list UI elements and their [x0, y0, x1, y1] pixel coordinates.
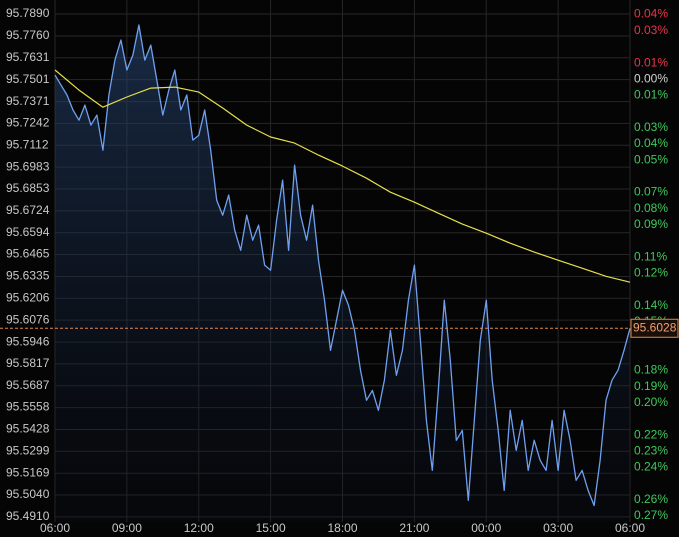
y-tick-label: 95.6206 [6, 290, 50, 304]
y-tick-label: 95.7371 [6, 94, 50, 108]
y2-tick-label: 0.03% [634, 120, 668, 134]
y-tick-label: 95.6594 [6, 225, 50, 239]
y2-tick-label: 0.00% [634, 71, 668, 85]
y2-tick-label: 0.05% [634, 152, 668, 166]
y-tick-label: 95.7112 [6, 137, 49, 151]
y2-tick-label: 0.09% [634, 217, 668, 231]
y2-tick-label: 0.24% [634, 460, 668, 474]
x-tick-label: 09:00 [112, 521, 142, 535]
y-tick-label: 95.5558 [6, 400, 50, 414]
y2-tick-label: 0.19% [634, 379, 668, 393]
y2-tick-label: 0.07% [634, 185, 668, 199]
y2-tick-label: 0.04% [634, 136, 668, 150]
y2-tick-label: 0.01% [634, 88, 668, 102]
y-tick-label: 95.7242 [6, 116, 50, 130]
x-tick-label: 06:00 [40, 521, 70, 535]
y2-tick-label: 0.27% [634, 508, 668, 522]
y2-tick-label: 0.03% [634, 23, 668, 37]
y2-tick-label: 0.08% [634, 201, 668, 215]
x-tick-label: 03:00 [543, 521, 573, 535]
y-tick-label: 95.6465 [6, 247, 50, 261]
x-tick-label: 21:00 [399, 521, 429, 535]
y2-tick-label: 0.14% [634, 298, 668, 312]
y-tick-label: 95.5169 [6, 465, 50, 479]
y-tick-label: 95.5687 [6, 378, 50, 392]
y2-tick-label: 0.23% [634, 443, 668, 457]
y2-tick-label: 0.12% [634, 266, 668, 280]
y-tick-label: 95.5040 [6, 487, 50, 501]
y-tick-label: 95.4910 [6, 509, 50, 523]
last-price-tag [630, 318, 679, 338]
y-tick-label: 95.6983 [6, 159, 50, 173]
y-tick-label: 95.5428 [6, 422, 50, 436]
x-tick-label: 18:00 [327, 521, 357, 535]
series-line [54, 24, 631, 507]
y-tick-label: 95.5817 [6, 356, 50, 370]
y2-tick-label: 0.22% [634, 427, 668, 441]
y2-tick-label: 0.26% [634, 492, 668, 506]
y2-tick-label: 0.11% [634, 249, 667, 263]
y-tick-label: 95.6853 [6, 181, 50, 195]
y-tick-label: 95.7890 [6, 6, 50, 20]
y-tick-label: 95.7760 [6, 28, 50, 42]
y-tick-label: 95.5299 [6, 443, 50, 457]
y-tick-label: 95.7501 [6, 72, 50, 86]
area-fill [55, 25, 630, 522]
x-tick-label: 12:00 [184, 521, 214, 535]
y2-tick-label: 0.04% [634, 7, 668, 21]
y2-tick-label: 0.20% [634, 395, 668, 409]
y2-tick-label: 0.01% [634, 55, 668, 69]
y-tick-label: 95.6335 [6, 269, 50, 283]
y-tick-label: 95.7631 [6, 50, 50, 64]
y-tick-label: 95.5946 [6, 334, 50, 348]
series-line [54, 69, 631, 283]
x-tick-label: 15:00 [256, 521, 286, 535]
y-tick-label: 95.6076 [6, 312, 50, 326]
y-tick-label: 95.6724 [6, 203, 50, 217]
y2-tick-label: 0.18% [634, 363, 668, 377]
last-price-label: 95.6028 [633, 320, 677, 334]
x-tick-label: 00:00 [471, 521, 501, 535]
x-tick-label: 06:00 [615, 521, 645, 535]
